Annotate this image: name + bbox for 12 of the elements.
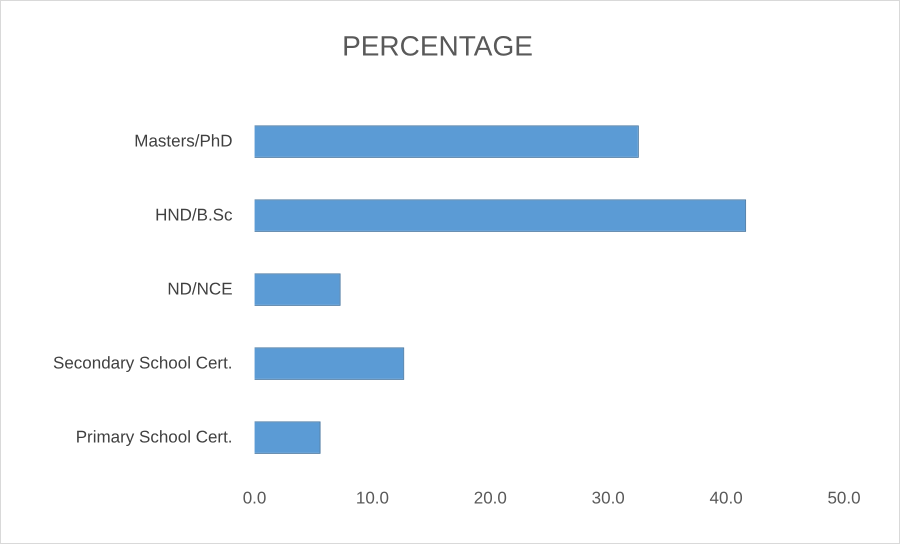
x-tick-label: 50.0: [827, 488, 861, 508]
y-tick-label: HND/B.Sc: [155, 205, 234, 224]
x-tick-label: 0.0: [242, 488, 266, 508]
x-tick-label: 10.0: [356, 488, 389, 508]
chart-title: PERCENTAGE: [342, 30, 533, 62]
x-tick-label: 40.0: [710, 488, 743, 508]
x-tick-label: 20.0: [474, 488, 507, 508]
x-tick-label: 30.0: [592, 488, 625, 508]
y-tick-label: ND/NCE: [167, 279, 233, 298]
y-tick-label: Primary School Cert.: [76, 427, 233, 446]
y-tick-label: Secondary School Cert.: [52, 353, 233, 372]
y-tick-label: Masters/PhD: [134, 131, 233, 150]
